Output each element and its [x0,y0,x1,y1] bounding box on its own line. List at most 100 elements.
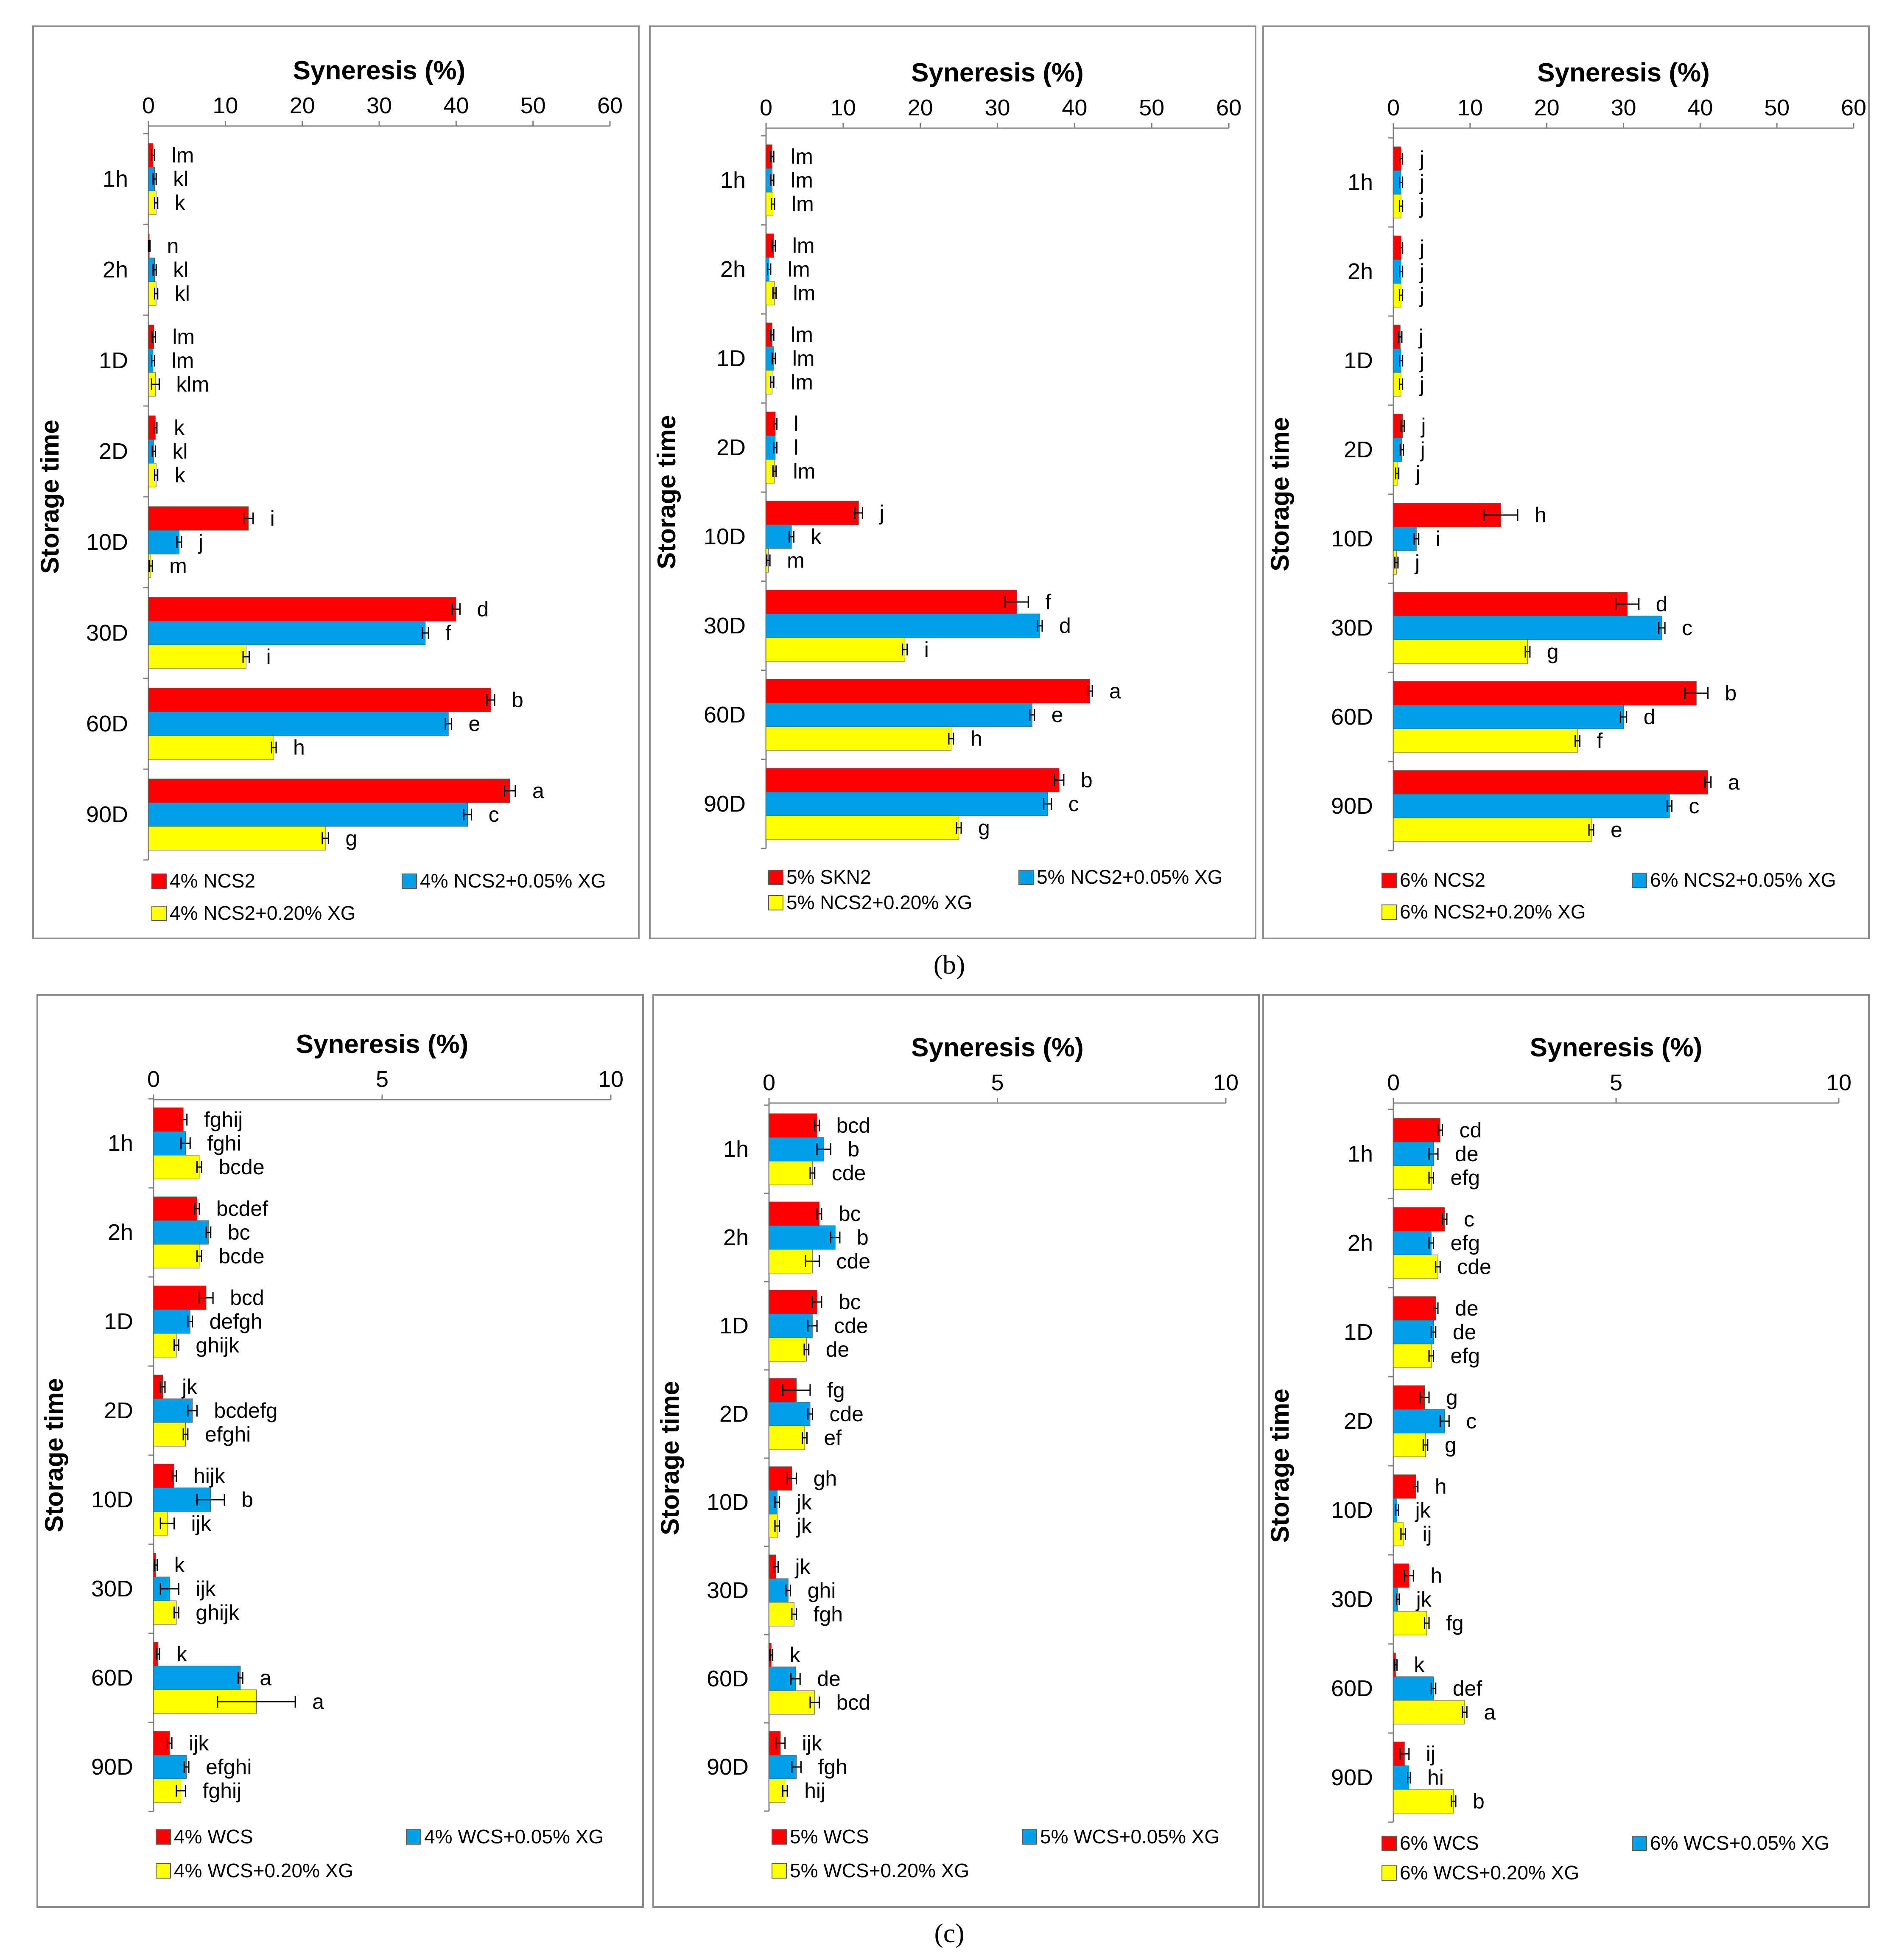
significance-letter: i [924,638,929,661]
legend-swatch [156,1863,171,1879]
significance-letter: de [1455,1296,1479,1320]
significance-letter: j [1420,438,1425,462]
bar [766,637,905,662]
legend-label: 6% WCS+0.05% XG [1650,1832,1829,1854]
significance-letter: h [1430,1564,1442,1588]
significance-letter: j [1419,283,1424,307]
x-tick-label: 10 [1457,95,1483,120]
significance-letter: f [445,621,451,645]
significance-letter: d [1644,705,1656,729]
significance-letter: h [970,727,982,750]
x-tick-label: 30 [984,95,1010,120]
significance-letter: j [1419,349,1424,372]
bar [1393,1385,1425,1410]
significance-letter: bcdef [216,1197,268,1221]
bar [766,524,792,549]
bar [153,1422,186,1447]
x-tick-label: 5 [1610,1070,1622,1095]
bar [1393,1474,1416,1499]
significance-letter: cde [836,1249,870,1273]
bar [153,1131,186,1156]
y-category-label: 10D [91,1487,133,1512]
significance-letter: bcd [836,1691,870,1714]
bar [1393,1700,1465,1725]
caption-b: (b) [934,949,965,980]
y-category-label: 10D [704,524,746,549]
bar [769,1161,813,1185]
legend-label: 6% NCS2+0.05% XG [1650,869,1836,891]
x-tick-label: 30 [1611,95,1636,120]
significance-letter: hij [804,1779,825,1803]
bar [153,1464,175,1488]
significance-letter: i [1436,527,1440,551]
y-category-label: 2D [719,1401,749,1427]
significance-letter: j [1419,236,1424,260]
significance-letter: cde [834,1314,868,1338]
bar [1393,818,1592,842]
y-category-label: 10D [1331,1498,1373,1523]
significance-letter: fghij [202,1779,241,1803]
significance-letter: b [1725,681,1737,705]
significance-letter: ij [1426,1742,1435,1766]
significance-letter: ijk [802,1731,822,1755]
legend-swatch [1382,1836,1397,1851]
bar [766,501,859,525]
y-category-label: 2D [1344,1408,1373,1434]
legend-swatch [1022,1829,1037,1845]
significance-letter: c [489,803,499,826]
panel-border [1262,994,1870,1908]
bar [1393,1409,1445,1434]
significance-letter: hijk [193,1464,226,1488]
significance-letter: bcd [230,1286,264,1310]
significance-letter: h [293,736,305,759]
legend-label: 5% WCS+0.05% XG [1040,1826,1219,1848]
significance-letter: cde [1457,1255,1491,1279]
legend-swatch [151,874,167,889]
significance-letter: a [1484,1700,1496,1724]
x-tick-label: 0 [147,1067,160,1092]
significance-letter: efg [1451,1231,1480,1255]
significance-letter: g [345,826,357,850]
significance-letter: b [847,1137,859,1161]
legend-label: 5% NCS2+0.05% XG [1037,866,1223,888]
legend-swatch [772,1829,787,1845]
legend-swatch [1382,873,1397,888]
x-tick-label: 0 [142,93,155,118]
significance-letter: fgh [818,1755,847,1779]
x-tick-label: 60 [1841,95,1866,120]
significance-letter: jk [796,1490,812,1514]
bar [766,815,959,840]
significance-letter: f [1597,729,1603,753]
y-category-label: 90D [707,1754,749,1780]
y-category-label: 1D [104,1309,133,1334]
bar [148,735,274,760]
x-tick-label: 0 [1387,95,1400,120]
y-category-label: 1h [720,168,746,193]
bar [766,613,1040,638]
significance-letter: jk [1415,1498,1431,1522]
significance-letter: kl [172,440,187,463]
bar [769,1337,807,1362]
significance-letter: bc [839,1290,861,1314]
significance-letter: efg [1451,1166,1480,1190]
bar [1393,1142,1434,1166]
significance-letter: f [1045,590,1051,614]
significance-letter: lm [172,325,195,349]
legend-swatch [1018,870,1034,885]
x-tick-label: 60 [597,93,623,118]
y-category-label: 30D [704,613,746,638]
bar [1393,728,1578,753]
bar [1393,1789,1454,1814]
y-category-label: 30D [1331,615,1373,641]
significance-letter: efghi [206,1755,252,1779]
significance-letter: de [826,1338,850,1361]
bar [153,1398,193,1423]
significance-letter: j [198,530,203,554]
legend-swatch [406,1829,421,1845]
legend-label: 5% SKN2 [786,866,871,888]
significance-letter: b [1081,768,1093,792]
bar [1393,1207,1445,1232]
significance-letter: jk [794,1555,811,1579]
bar [153,1309,190,1334]
